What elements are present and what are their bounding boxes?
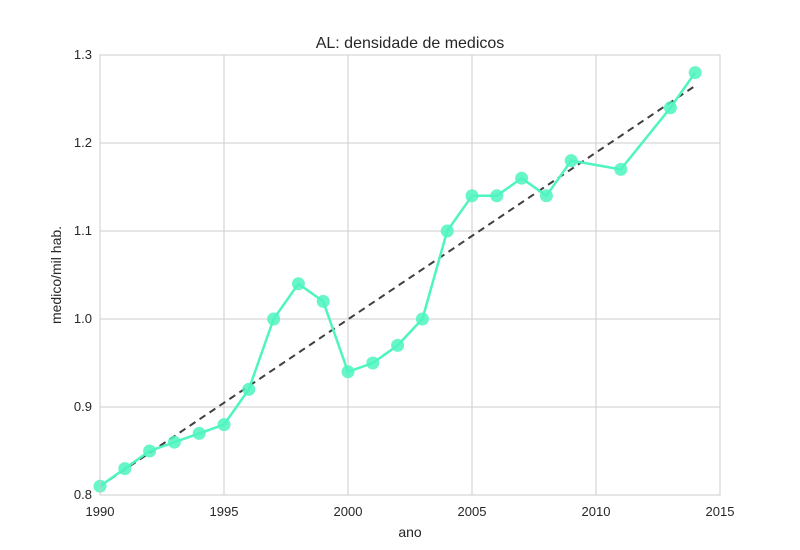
data-point — [217, 418, 231, 432]
data-point — [118, 462, 132, 476]
x-tick-labels: 1990 1995 2000 2005 2010 2015 — [86, 504, 735, 519]
grid — [99, 54, 721, 496]
data-point — [564, 154, 578, 168]
data-point — [341, 365, 355, 379]
series-layer — [93, 66, 702, 493]
data-point — [490, 189, 504, 203]
data-point — [366, 356, 380, 370]
chart-title: AL: densidade de medicos — [316, 35, 505, 52]
y-tick-label: 1.2 — [74, 135, 92, 150]
y-tick-label: 0.8 — [74, 487, 92, 502]
data-point — [415, 312, 429, 326]
data-point — [614, 162, 628, 176]
x-tick-label: 2000 — [334, 504, 363, 519]
x-axis-title: ano — [398, 524, 422, 540]
y-tick-label: 0.9 — [74, 399, 92, 414]
data-point — [465, 189, 479, 203]
data-point — [291, 277, 305, 291]
x-tick-label: 2015 — [706, 504, 735, 519]
data-point — [663, 101, 677, 115]
y-tick-label: 1.1 — [74, 223, 92, 238]
data-point — [242, 382, 256, 396]
y-axis-title: medico/mil hab. — [48, 226, 64, 324]
data-point — [688, 66, 702, 80]
data-point — [515, 171, 529, 185]
data-point — [440, 224, 454, 238]
y-tick-labels: 0.8 0.9 1.0 1.1 1.2 1.3 — [74, 47, 92, 502]
x-tick-label: 2010 — [582, 504, 611, 519]
data-point — [316, 294, 330, 308]
data-point — [267, 312, 281, 326]
y-tick-label: 1.3 — [74, 47, 92, 62]
data-point — [391, 338, 405, 352]
x-tick-label: 2005 — [458, 504, 487, 519]
y-tick-label: 1.0 — [74, 311, 92, 326]
data-point — [167, 435, 181, 449]
x-tick-label: 1995 — [210, 504, 239, 519]
data-point — [539, 189, 553, 203]
data-point — [192, 426, 206, 440]
plot-frame — [99, 54, 721, 496]
x-tick-label: 1990 — [86, 504, 115, 519]
data-point — [143, 444, 157, 458]
